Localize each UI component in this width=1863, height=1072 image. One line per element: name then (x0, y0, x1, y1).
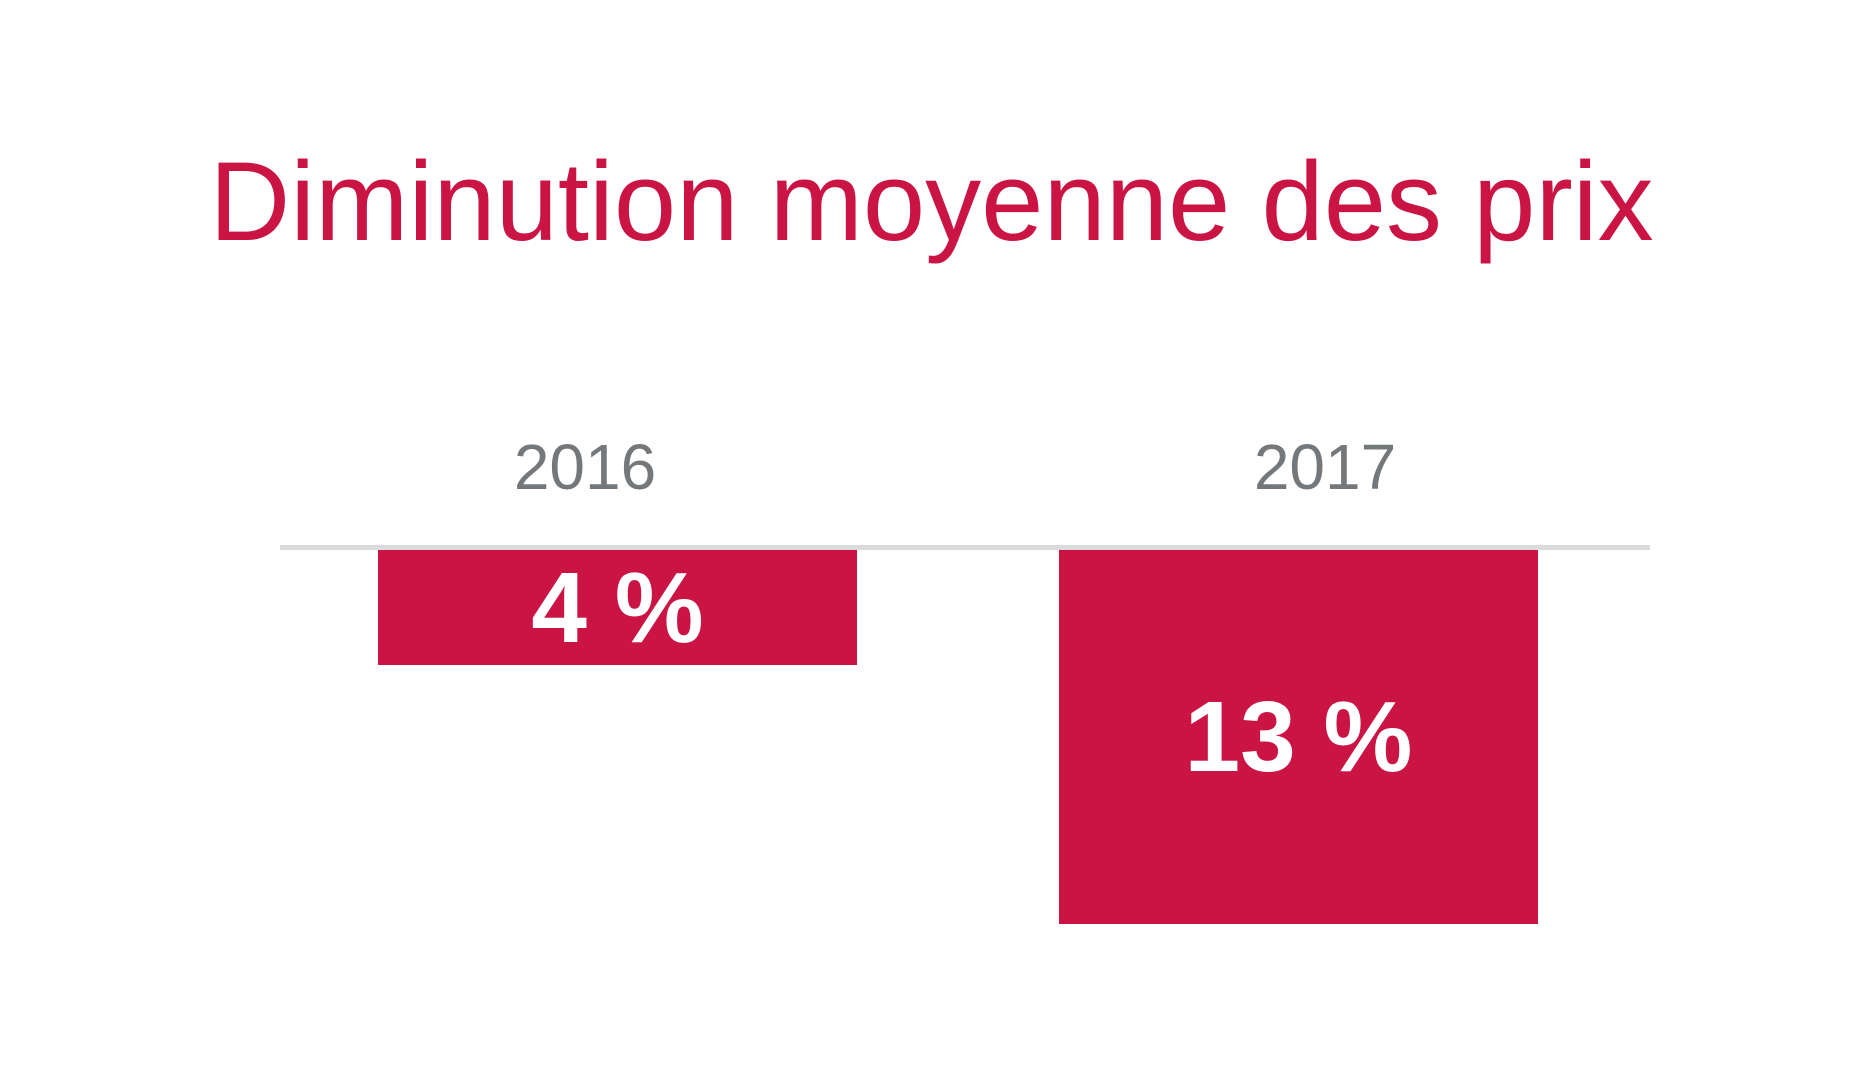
baseline-axis (280, 545, 1650, 550)
bar-2016: 4 % (378, 550, 857, 665)
bar-value-label-2017: 13 % (1184, 681, 1413, 793)
category-label-2017: 2017 (1253, 431, 1397, 503)
category-label-2016: 2016 (513, 431, 657, 503)
chart-title: Diminution moyenne des prix (209, 139, 1654, 264)
bar-value-label-2016: 4 % (531, 551, 704, 664)
bar-2017: 13 % (1059, 550, 1538, 924)
